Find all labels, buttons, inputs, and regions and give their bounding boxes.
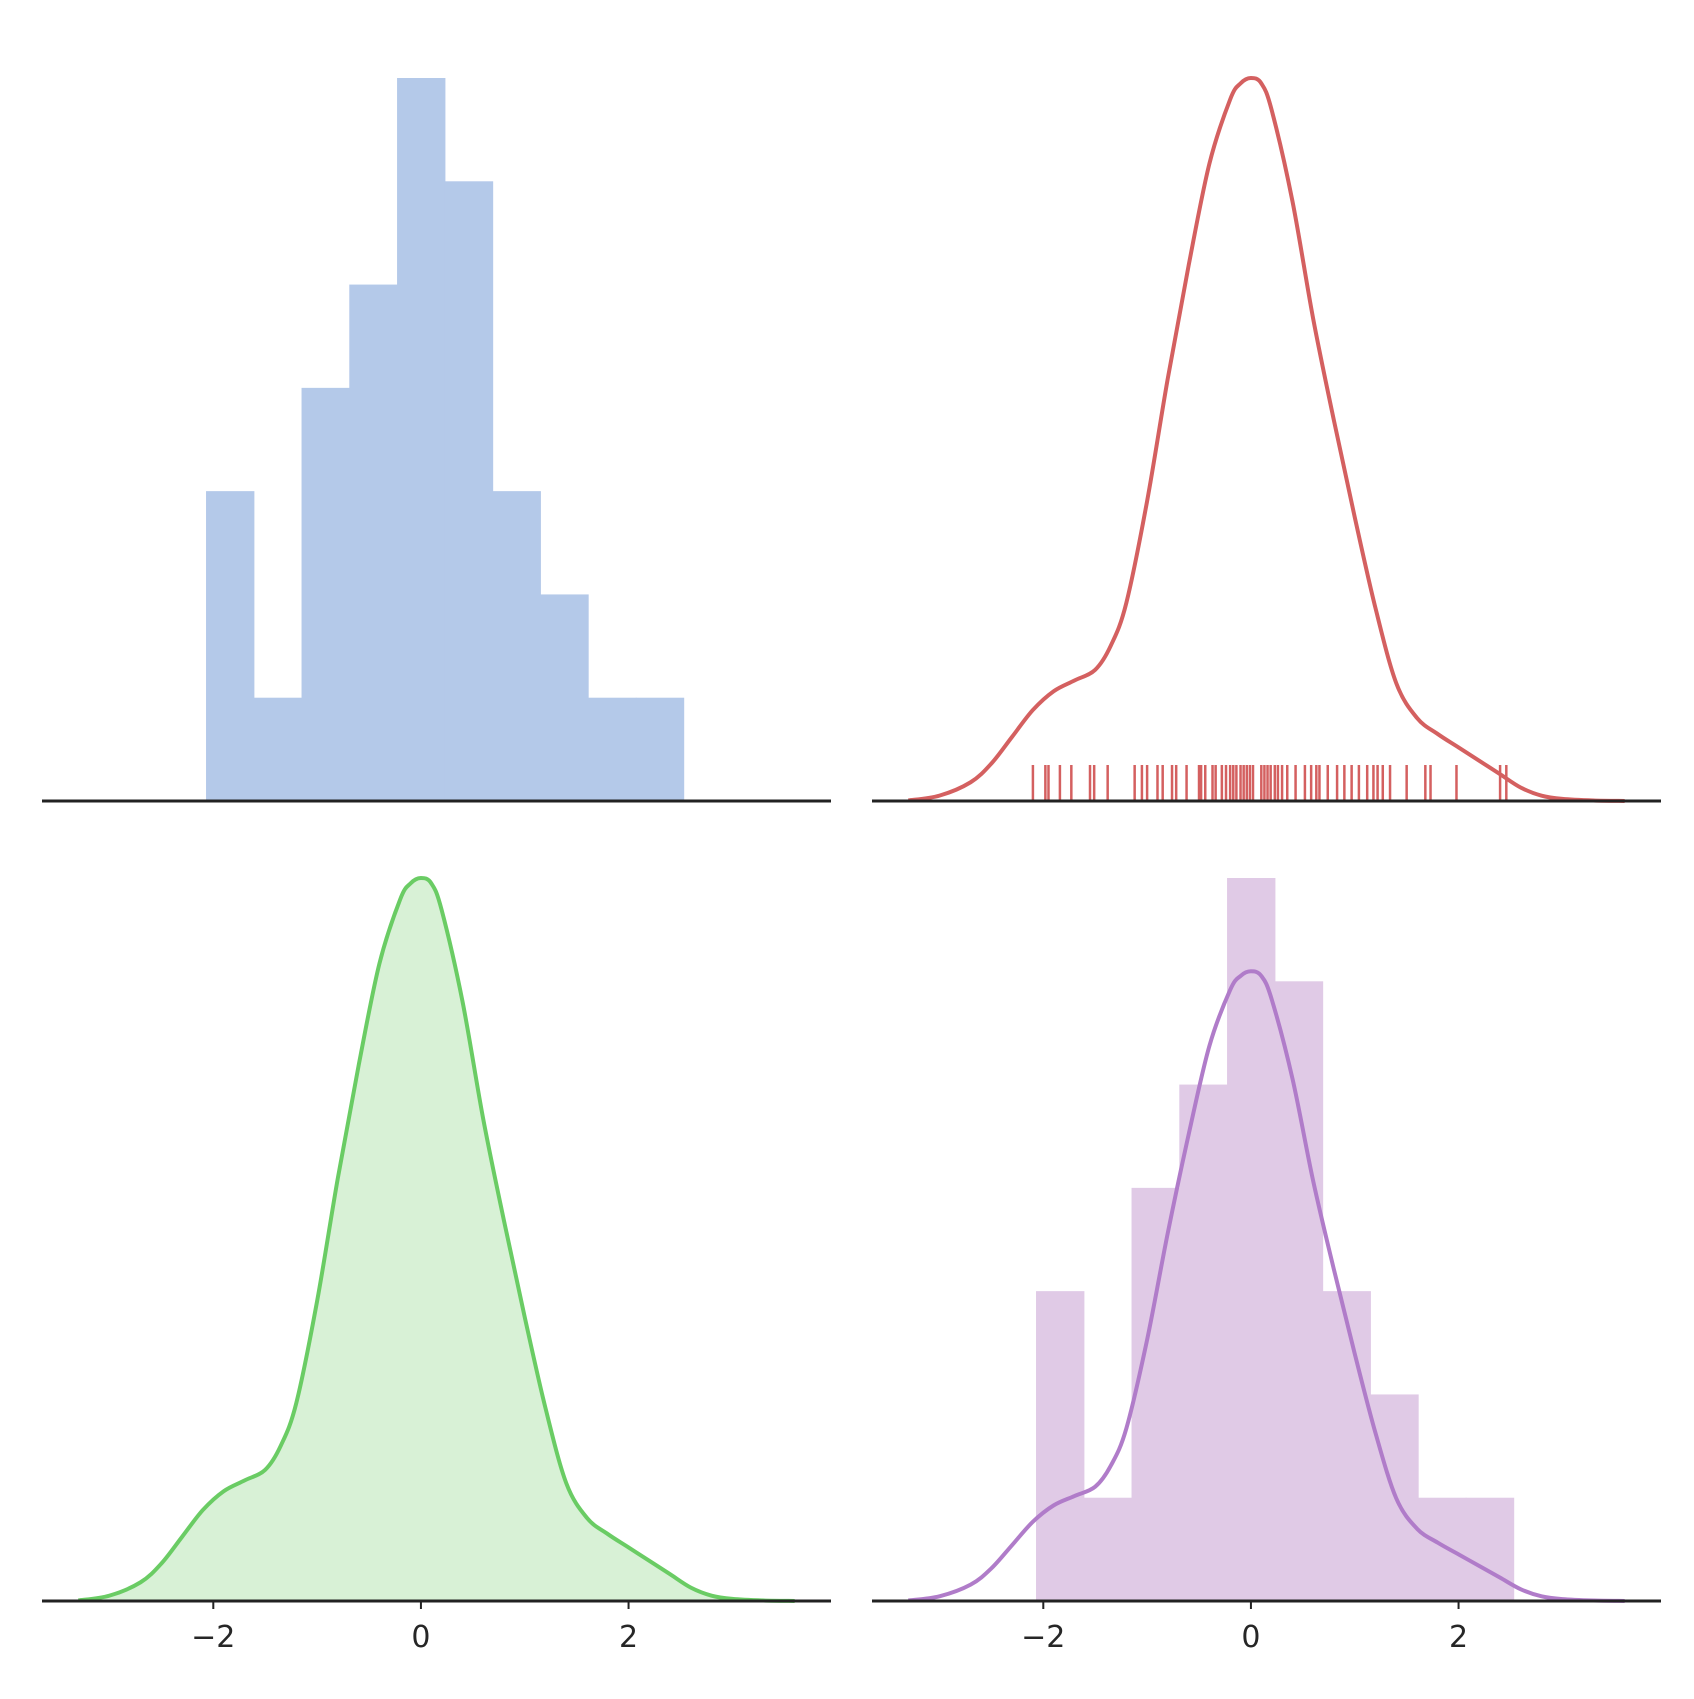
rug-marks-top-right [1031, 765, 1508, 801]
histogram-bar [1179, 1084, 1228, 1601]
histogram-bar [301, 387, 350, 801]
histogram-bar [397, 78, 446, 801]
histogram-bars-top-left [206, 78, 685, 802]
panel-top-right [872, 76, 1661, 803]
x-tick-label: 0 [411, 1620, 430, 1655]
x-tick-label: −2 [191, 1620, 235, 1655]
kde-line-bottom-left [78, 876, 795, 1603]
kde-line-top-right [908, 76, 1625, 803]
histogram-bar [1418, 1497, 1467, 1601]
x-ticks-bottom-left: −2 0 2 [191, 1601, 638, 1655]
histogram-bar [635, 697, 685, 801]
histogram-bar [492, 491, 541, 801]
panel-bottom-left: −2 0 2 [42, 876, 831, 1655]
histogram-bar [349, 284, 398, 801]
x-tick-label: 2 [1449, 1620, 1468, 1655]
histogram-bars-bottom-right [1036, 878, 1515, 1601]
histogram-bar [444, 181, 494, 802]
histogram-bar [1322, 1291, 1371, 1601]
x-ticks-bottom-right: −2 0 2 [1021, 1601, 1468, 1655]
histogram-bar [253, 697, 303, 801]
histogram-bar [540, 594, 589, 801]
x-tick-label: −2 [1021, 1620, 1065, 1655]
x-tick-label: 0 [1241, 1620, 1260, 1655]
histogram-bar [1274, 981, 1324, 1601]
histogram-bar [1465, 1497, 1515, 1601]
kde-line-bottom-right [908, 969, 1625, 1603]
histogram-bar [588, 697, 637, 801]
panel-bottom-right: −2 0 2 [872, 878, 1661, 1655]
histogram-bar [1083, 1497, 1133, 1601]
histogram-bar [206, 491, 255, 801]
histogram-bar [1036, 1291, 1085, 1601]
histogram-bar [1227, 878, 1276, 1601]
kde-area-bottom-left [78, 878, 795, 1601]
x-tick-label: 2 [619, 1620, 638, 1655]
panel-top-left [42, 78, 831, 803]
histogram-bar [1131, 1187, 1180, 1601]
